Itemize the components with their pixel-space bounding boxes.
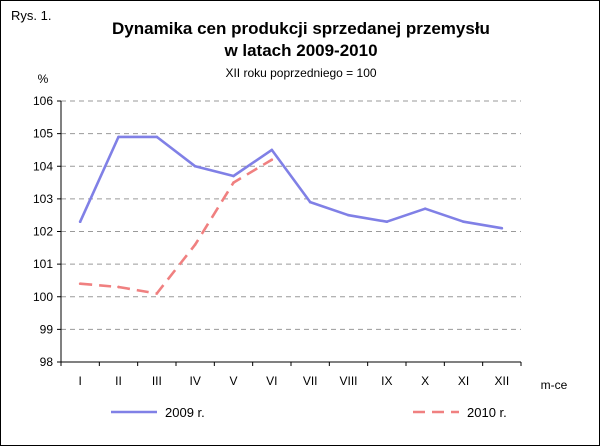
x-tick-label: V [229, 374, 237, 388]
legend-label-0: 2009 r. [165, 405, 205, 420]
y-tick-label: 103 [33, 192, 53, 206]
x-tick-label: VI [266, 374, 277, 388]
figure-label: Rys. 1. [11, 8, 51, 23]
x-axis-label: m-ce [541, 378, 568, 392]
gridlines [61, 100, 521, 330]
data-point [232, 174, 235, 178]
data-point [308, 200, 312, 204]
series-line-0 [78, 135, 504, 230]
x-tick-label: III [152, 374, 162, 388]
chart-title-line2: w latach 2009-2010 [223, 41, 377, 60]
y-tick-label: 99 [40, 322, 54, 336]
axes [57, 100, 522, 366]
y-tick-labels: 98 99 100 101 102 103 104 105 106 [33, 94, 53, 369]
data-point [500, 226, 504, 230]
y-tick-label: 104 [33, 159, 53, 173]
data-point [78, 220, 82, 224]
data-point [193, 164, 197, 168]
series-line-1 [80, 158, 273, 295]
x-tick-labels: I II III IV V VI VII VIII IX X XI XII [78, 374, 509, 388]
x-tick-label: VIII [339, 374, 357, 388]
x-tick-label: IX [381, 374, 392, 388]
legend: 2009 r. 2010 r. [111, 405, 507, 420]
series-lines [78, 135, 504, 295]
data-point [155, 135, 159, 139]
data-point [423, 207, 427, 210]
y-tick-label: 102 [33, 225, 53, 239]
chart-title-line1: Dynamika cen produkcji sprzedanej przemy… [112, 19, 490, 38]
x-tick-label: I [78, 374, 81, 388]
data-point [232, 181, 235, 184]
x-tick-label: VII [303, 374, 318, 388]
data-point [78, 282, 82, 286]
legend-label-1: 2010 r. [467, 405, 507, 420]
data-point [193, 243, 197, 246]
x-tick-label: XII [494, 374, 509, 388]
y-axis-label: % [38, 72, 49, 86]
x-tick-label: X [421, 374, 429, 388]
x-tick-label: II [115, 374, 122, 388]
chart-subtitle: XII roku poprzedniego = 100 [225, 66, 376, 80]
y-tick-label: 101 [33, 257, 53, 271]
data-point [385, 220, 389, 224]
data-point [270, 158, 274, 162]
x-tick-label: XI [458, 374, 469, 388]
y-tick-label: 106 [33, 94, 53, 108]
data-point [117, 285, 120, 289]
y-tick-label: 105 [33, 127, 53, 141]
y-tick-label: 98 [40, 355, 54, 369]
y-tick-label: 100 [33, 290, 53, 304]
data-point [155, 292, 159, 295]
data-point [462, 220, 465, 224]
data-point [117, 135, 120, 139]
data-point [270, 148, 274, 152]
x-tick-label: IV [189, 374, 200, 388]
data-point [347, 213, 350, 217]
